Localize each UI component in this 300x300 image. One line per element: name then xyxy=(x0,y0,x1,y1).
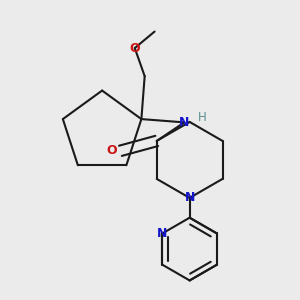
Text: N: N xyxy=(184,191,195,204)
Text: O: O xyxy=(130,42,140,55)
Text: N: N xyxy=(179,116,190,129)
Text: H: H xyxy=(198,111,207,124)
Text: O: O xyxy=(107,144,118,157)
Text: N: N xyxy=(157,227,168,240)
